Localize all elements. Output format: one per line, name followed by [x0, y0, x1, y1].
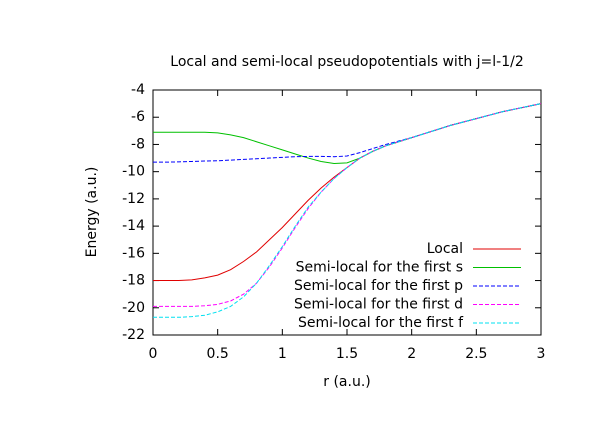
legend-label: Semi-local for the first f [298, 315, 464, 331]
x-tick-label: 1.5 [336, 346, 358, 362]
y-axis-label: Energy (a.u.) [84, 167, 100, 258]
y-tick-label: -16 [122, 245, 145, 261]
y-tick-label: -20 [122, 300, 145, 316]
legend-label: Semi-local for the first p [294, 278, 463, 294]
x-axis-label: r (a.u.) [323, 374, 370, 390]
chart-title: Local and semi-local pseudopotentials wi… [170, 54, 523, 70]
series-line [153, 103, 542, 165]
series-line [153, 103, 542, 307]
x-tick-label: 1 [278, 346, 287, 362]
legend-label: Semi-local for the first d [294, 297, 463, 313]
y-tick-label: -12 [122, 191, 145, 207]
y-tick-label: -22 [122, 327, 145, 343]
y-tick-label: -14 [122, 218, 145, 234]
y-tick-label: -4 [131, 82, 145, 98]
series-line [153, 103, 542, 163]
x-tick-label: 0.5 [207, 346, 229, 362]
x-tick-label: 2 [407, 346, 416, 362]
legend-label: Semi-local for the first s [296, 260, 463, 276]
x-tick-label: 0 [149, 346, 158, 362]
x-tick-label: 2.5 [465, 346, 487, 362]
series-line [153, 103, 542, 282]
y-tick-label: -6 [131, 109, 145, 125]
x-tick-label: 3 [537, 346, 546, 362]
y-tick-label: -10 [122, 164, 145, 180]
legend-label: Local [427, 241, 463, 257]
y-tick-label: -18 [122, 273, 145, 289]
series-line [153, 103, 542, 318]
y-tick-label: -8 [131, 136, 145, 152]
